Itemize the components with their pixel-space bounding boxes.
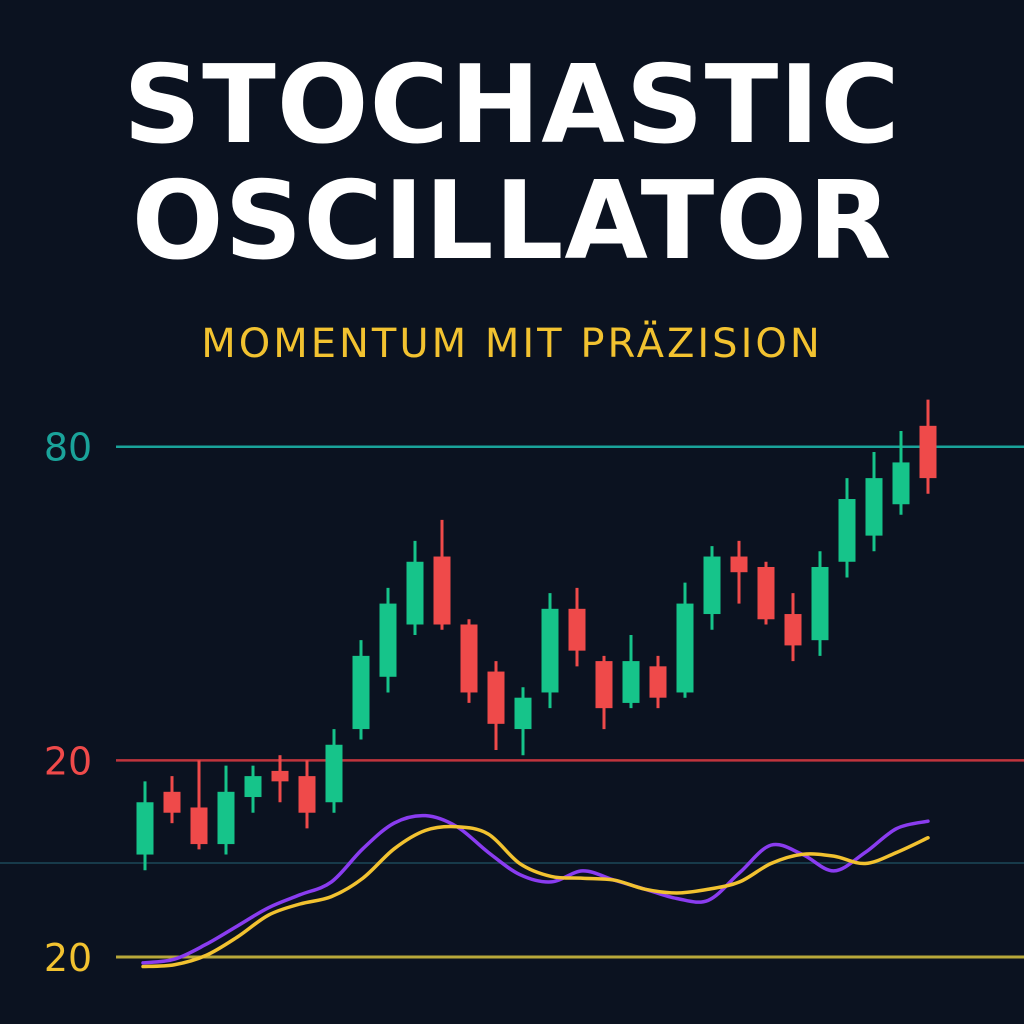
candle <box>460 619 478 703</box>
candle <box>217 765 235 855</box>
candle <box>622 634 640 709</box>
chart-title: STOCHASTIC OSCILLATOR <box>0 48 1024 280</box>
candle-body <box>163 791 181 813</box>
candle <box>703 546 721 630</box>
candle-body <box>568 608 586 651</box>
candle-body <box>919 425 937 479</box>
candle <box>244 765 262 813</box>
candle-body <box>622 661 640 703</box>
candle <box>676 582 694 698</box>
candle <box>325 729 343 813</box>
candle <box>568 587 586 667</box>
candle <box>136 781 154 871</box>
oscillator-panel: 20 <box>44 813 1024 980</box>
candle-body <box>730 556 748 573</box>
candle-body <box>784 614 802 646</box>
candle-body <box>406 561 424 625</box>
candle <box>838 478 856 578</box>
candle-body <box>136 802 154 855</box>
candle <box>514 687 532 756</box>
d-line <box>141 824 930 969</box>
candle <box>433 519 451 630</box>
candle <box>271 755 289 803</box>
candle <box>487 661 505 750</box>
candle <box>811 551 829 656</box>
level-label-20: 20 <box>44 739 92 783</box>
candle <box>865 451 883 552</box>
candle-body <box>703 556 721 615</box>
candle <box>190 760 208 850</box>
candle <box>730 540 748 604</box>
title-line-1: STOCHASTIC <box>123 43 901 168</box>
candle <box>379 587 397 693</box>
osc-level-label-20: 20 <box>44 936 92 980</box>
candle <box>298 760 316 829</box>
candle-body <box>865 478 883 536</box>
candle-body <box>433 556 451 625</box>
candle-body <box>892 462 910 505</box>
candle <box>406 540 424 635</box>
candle-body <box>541 608 559 693</box>
candle-body <box>298 776 316 813</box>
candle-body <box>217 791 235 845</box>
price-panel: 80 20 <box>0 399 1024 871</box>
candle-body <box>244 776 262 798</box>
candle <box>892 431 910 515</box>
candle-body <box>811 566 829 641</box>
level-label-80: 80 <box>44 426 92 470</box>
candle-body <box>757 566 775 620</box>
candle <box>541 593 559 709</box>
candle <box>163 776 181 824</box>
candle <box>919 399 937 494</box>
candle-body <box>514 697 532 730</box>
chart-subtitle: MOMENTUM MIT PRÄZISION <box>201 321 823 367</box>
candle-body <box>352 655 370 730</box>
candle <box>757 561 775 625</box>
candle-body <box>190 807 208 845</box>
title-line-2: OSCILLATOR <box>131 159 893 284</box>
candle-body <box>595 661 613 709</box>
candle <box>649 655 667 709</box>
candle-body <box>649 666 667 698</box>
candle-body <box>325 744 343 803</box>
candle-body <box>271 770 289 782</box>
candle-body <box>676 603 694 693</box>
k-line <box>141 813 930 965</box>
candle-body <box>460 624 478 693</box>
candle-body <box>487 671 505 724</box>
candle-body <box>838 499 856 562</box>
candle <box>352 640 370 740</box>
candle-body <box>379 603 397 677</box>
candle <box>784 593 802 662</box>
candle <box>595 655 613 730</box>
